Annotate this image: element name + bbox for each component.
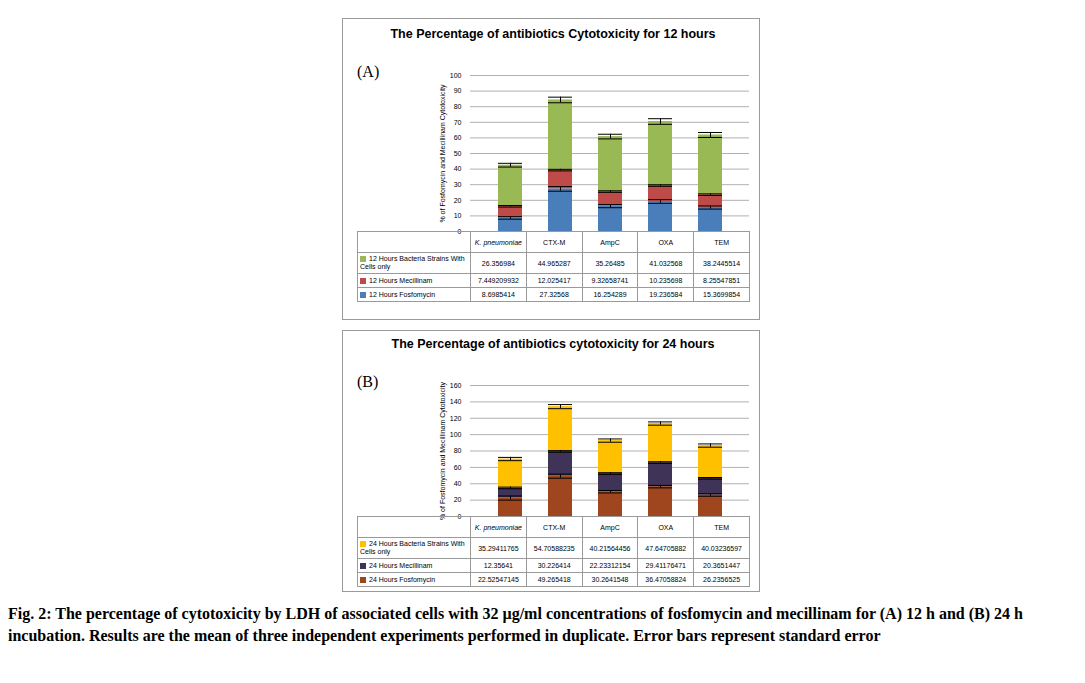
- html-text:The Percentage of antibiotics: The Percentage of antibiotics cytotoxici…: [391, 337, 715, 351]
- html-text:40.21564456: 40.21564456: [589, 544, 631, 552]
- svg-text:0: 0: [457, 227, 462, 235]
- html-text:7.449209932: 7.449209932: [478, 277, 519, 284]
- html-text:9.32658741: 9.32658741: [591, 277, 629, 284]
- html-text:35.26485: 35.26485: [595, 259, 625, 267]
- html-text:OXA: OXA: [658, 238, 674, 246]
- svg-text:10: 10: [454, 212, 462, 219]
- html-text:22.23312154: 22.23312154: [589, 562, 631, 569]
- html-text:(B): (B): [357, 373, 379, 390]
- html-text:TEM: TEM: [714, 238, 729, 246]
- html-text:10.235698: 10.235698: [649, 277, 683, 284]
- html-text:12 Hours Bacteria Strains With: 12 Hours Bacteria Strains With Cells onl…: [360, 255, 465, 270]
- svg-text:100: 100: [450, 72, 462, 79]
- svg-text:0: 0: [457, 512, 462, 520]
- html-text:47.64705882: 47.64705882: [645, 544, 687, 552]
- svg-text:% of Fosfomycin and Mecillinam: % of Fosfomycin and Mecillinam Cytotoxic…: [439, 84, 447, 223]
- html-text:OXA: OXA: [658, 523, 674, 531]
- html-text:30.226414: 30.226414: [537, 562, 571, 569]
- html-text:AmpC: AmpC: [600, 238, 620, 246]
- html-text:54.70588235: 54.70588235: [533, 544, 575, 552]
- svg-text:20: 20: [454, 197, 462, 204]
- html-text:K. pneumoniae: K. pneumoniae: [474, 238, 522, 246]
- html-text:12.35641: 12.35641: [483, 562, 513, 569]
- html-text:The Percentage of antibiotics: The Percentage of antibiotics Cytotoxici…: [390, 27, 716, 41]
- svg-text:40: 40: [454, 480, 462, 487]
- svg-text:70: 70: [454, 119, 462, 126]
- html-text:40.03236597: 40.03236597: [701, 544, 742, 552]
- html-text:41.032568: 41.032568: [649, 259, 683, 267]
- html-text:19.236584: 19.236584: [649, 291, 683, 298]
- html-text:CTX-M: CTX-M: [543, 523, 566, 531]
- html-text:12 Hours Fosfomycin: 12 Hours Fosfomycin: [369, 290, 436, 298]
- svg-text:60: 60: [454, 464, 462, 471]
- html-text:49.265418: 49.265418: [537, 576, 571, 583]
- html-text:44.965287: 44.965287: [537, 259, 571, 267]
- html-text:35.29411765: 35.29411765: [478, 544, 519, 552]
- svg-text:20: 20: [454, 496, 462, 503]
- html-text:8.6985414: 8.6985414: [481, 291, 515, 298]
- html-text:22.52547145: 22.52547145: [478, 576, 519, 583]
- html-text:38.2445514: 38.2445514: [703, 259, 741, 267]
- html-text:12 Hours Mecillinam: 12 Hours Mecillinam: [369, 276, 433, 284]
- html-text:29.41176471: 29.41176471: [645, 562, 686, 569]
- svg-text:120: 120: [450, 414, 462, 421]
- html-text:24 Hours Fosfomycin: 24 Hours Fosfomycin: [369, 575, 436, 583]
- html-text:26.2356525: 26.2356525: [703, 576, 741, 583]
- html-text:16.254289: 16.254289: [593, 291, 627, 298]
- svg-text:140: 140: [450, 398, 462, 405]
- html-text:30.2641548: 30.2641548: [591, 576, 629, 583]
- svg-text:90: 90: [454, 87, 462, 94]
- svg-text:% of Fosfomycin and Mecillinam: % of Fosfomycin and Mecillinam Cytotoxic…: [439, 381, 447, 520]
- svg-text:60: 60: [454, 134, 462, 141]
- svg-text:40: 40: [454, 165, 462, 172]
- html-text:12.025417: 12.025417: [537, 277, 571, 284]
- html-text:27.32568: 27.32568: [539, 291, 569, 298]
- html-text:24 Hours Bacteria Strains With: 24 Hours Bacteria Strains With Cells onl…: [360, 540, 465, 555]
- html-text:8.25547851: 8.25547851: [703, 277, 741, 284]
- html-text:15.3699854: 15.3699854: [703, 291, 741, 298]
- svg-text:80: 80: [454, 103, 462, 110]
- html-text:Fig. 2: The percentage of cyto: Fig. 2: The percentage of cytotoxicity b…: [8, 605, 1023, 644]
- html-text:24 Hours Mecillinam: 24 Hours Mecillinam: [369, 561, 433, 569]
- html-text:TEM: TEM: [714, 523, 729, 531]
- svg-text:100: 100: [450, 431, 462, 438]
- html-text:K. pneumoniae: K. pneumoniae: [474, 523, 522, 531]
- html-text:36.47058824: 36.47058824: [645, 576, 687, 583]
- html-text:CTX-M: CTX-M: [543, 238, 566, 246]
- html-text:26.356984: 26.356984: [481, 259, 515, 267]
- svg-text:160: 160: [450, 382, 462, 389]
- svg-text:80: 80: [454, 447, 462, 454]
- html-text:AmpC: AmpC: [600, 523, 620, 531]
- html-text:20.3651447: 20.3651447: [703, 562, 741, 569]
- svg-text:50: 50: [454, 150, 462, 157]
- html-text:(A): (A): [357, 63, 380, 80]
- svg-text:30: 30: [454, 181, 462, 188]
